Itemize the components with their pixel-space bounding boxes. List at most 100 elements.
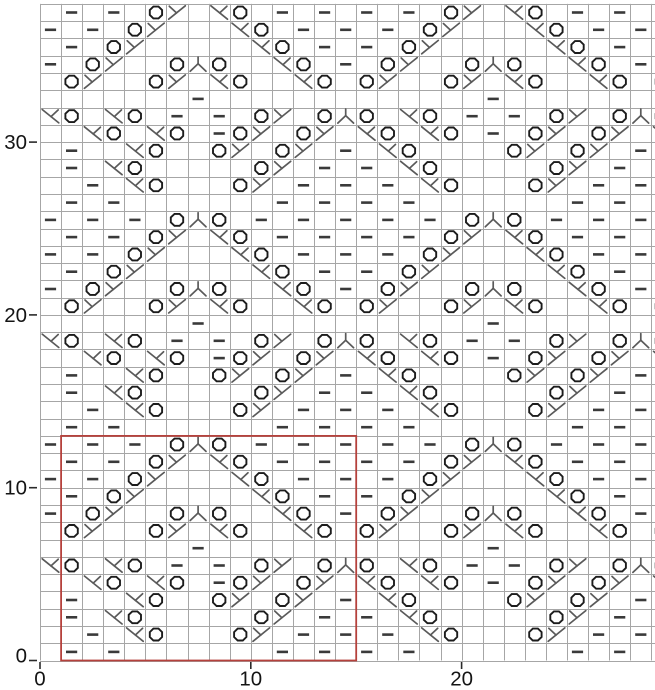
chart-grid <box>40 3 655 662</box>
yarn-over-icon <box>317 109 332 124</box>
right-leaning-decrease-icon <box>568 333 578 343</box>
yarn-over-icon <box>148 178 164 193</box>
yarn-over-icon <box>317 524 332 538</box>
yarn-over-icon <box>612 333 627 348</box>
centered-double-decrease-icon <box>632 114 642 124</box>
left-leaning-decrease-icon <box>535 22 544 32</box>
yarn-over-icon <box>528 403 543 417</box>
yarn-over-icon <box>64 558 79 573</box>
right-leaning-decrease-icon <box>547 350 557 360</box>
yarn-over-icon <box>106 489 121 504</box>
left-leaning-decrease-icon <box>408 333 418 343</box>
yarn-over-icon <box>443 524 459 538</box>
left-leaning-decrease-icon <box>282 57 291 66</box>
left-leaning-decrease-icon <box>50 333 60 343</box>
left-leaning-decrease-icon <box>429 126 439 135</box>
yarn-over-icon <box>233 524 248 538</box>
left-leaning-decrease-icon <box>113 333 123 343</box>
yarn-over-icon <box>85 57 100 72</box>
yarn-over-icon <box>401 489 417 504</box>
left-leaning-decrease-icon <box>134 627 144 636</box>
yarn-over-icon <box>612 524 627 538</box>
centered-double-decrease-icon <box>639 564 650 574</box>
yarn-over-icon <box>212 437 227 452</box>
yarn-over-icon <box>148 74 164 89</box>
right-leaning-decrease-icon <box>421 489 431 498</box>
yarn-over-icon <box>401 143 417 158</box>
yarn-over-icon <box>233 178 248 193</box>
right-leaning-decrease-icon <box>590 592 599 602</box>
yarn-over-icon <box>106 351 121 365</box>
right-leaning-decrease-icon <box>168 74 178 83</box>
left-leaning-decrease-icon <box>408 160 418 170</box>
left-leaning-decrease-icon <box>155 575 165 584</box>
yarn-over-icon <box>443 74 459 89</box>
yarn-over-icon <box>507 593 522 607</box>
yarn-over-icon <box>64 333 79 348</box>
yarn-over-icon <box>422 610 438 625</box>
centered-double-decrease-icon <box>484 62 495 73</box>
yarn-over-icon <box>612 109 627 124</box>
yarn-over-icon <box>570 143 585 158</box>
right-leaning-decrease-icon <box>442 22 452 32</box>
right-leaning-decrease-icon <box>126 489 136 498</box>
yarn-over-icon <box>296 575 311 590</box>
yarn-over-icon <box>64 74 79 89</box>
left-leaning-decrease-icon <box>556 264 566 273</box>
right-leaning-decrease-icon <box>568 558 578 567</box>
left-leaning-decrease-icon <box>50 109 60 118</box>
yarn-over-icon <box>64 109 79 124</box>
yarn-over-icon <box>465 282 480 296</box>
yarn-over-icon <box>401 40 417 54</box>
yarn-over-icon <box>380 126 395 141</box>
yarn-over-icon <box>85 506 100 521</box>
yarn-over-icon <box>359 333 374 348</box>
yarn-over-icon <box>212 57 227 72</box>
yarn-over-icon <box>127 109 142 124</box>
centered-double-decrease-icon <box>492 443 502 453</box>
left-leaning-decrease-icon <box>113 558 123 567</box>
yarn-over-icon <box>233 575 248 590</box>
yarn-over-icon <box>465 57 480 72</box>
right-leaning-decrease-icon <box>526 592 536 602</box>
right-leaning-decrease-icon <box>273 610 283 619</box>
yarn-over-icon <box>296 351 311 365</box>
left-leaning-decrease-icon <box>577 57 587 66</box>
yarn-over-icon <box>549 161 564 175</box>
yarn-over-icon <box>212 368 227 383</box>
y-axis-label: 20 <box>4 304 27 327</box>
left-leaning-decrease-icon <box>113 109 123 118</box>
yarn-over-icon <box>317 333 332 348</box>
right-leaning-decrease-icon <box>231 143 241 152</box>
yarn-over-icon <box>359 524 374 538</box>
left-leaning-decrease-icon <box>429 575 439 584</box>
right-leaning-decrease-icon <box>105 506 115 515</box>
centered-double-decrease-icon <box>197 287 207 297</box>
yarn-over-icon <box>549 247 564 262</box>
left-leaning-decrease-icon <box>303 299 313 308</box>
yarn-over-icon <box>612 299 627 314</box>
centered-double-decrease-icon <box>197 62 207 73</box>
yarn-over-icon <box>422 333 438 348</box>
yarn-over-icon <box>507 143 522 158</box>
yarn-over-icon <box>233 403 248 417</box>
left-leaning-decrease-icon <box>260 264 270 273</box>
left-leaning-decrease-icon <box>429 402 439 412</box>
right-leaning-decrease-icon <box>463 229 473 239</box>
centered-double-decrease-icon <box>197 512 207 522</box>
right-leaning-decrease-icon <box>611 126 621 135</box>
right-leaning-decrease-icon <box>105 281 115 291</box>
left-leaning-decrease-icon <box>134 143 144 152</box>
right-leaning-decrease-icon <box>400 506 410 515</box>
y-axis-label: 10 <box>4 477 27 500</box>
left-leaning-decrease-icon <box>50 558 60 567</box>
right-leaning-decrease-icon <box>168 454 178 464</box>
centered-double-decrease-icon <box>639 339 650 349</box>
yarn-over-icon <box>106 40 121 54</box>
right-leaning-decrease-icon <box>168 229 178 239</box>
yarn-over-icon <box>148 368 164 383</box>
yarn-over-icon <box>233 299 248 314</box>
yarn-over-icon <box>465 212 480 227</box>
